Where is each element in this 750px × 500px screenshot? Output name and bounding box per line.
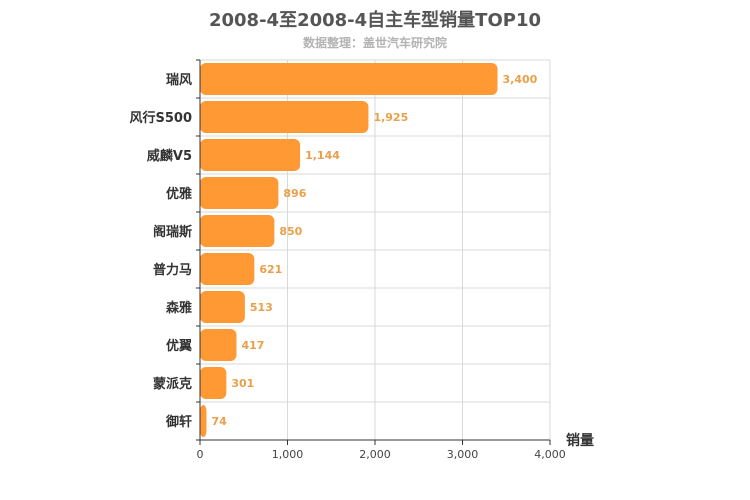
category-label: 风行S500 <box>130 110 193 126</box>
category-label: 蒙派克 <box>153 376 192 392</box>
bar <box>200 177 279 209</box>
category-label: 森雅 <box>166 300 192 316</box>
category-label: 优雅 <box>166 186 192 202</box>
category-label: 优翼 <box>166 338 192 354</box>
bar <box>200 329 237 361</box>
category-label: 御轩 <box>165 414 192 430</box>
value-label: 896 <box>283 187 306 200</box>
x-tick-label: 4,000 <box>534 448 566 461</box>
value-label: 850 <box>279 225 302 238</box>
value-label: 74 <box>211 415 227 428</box>
chart-title: 2008-4至2008-4自主车型销量TOP10 <box>208 10 541 31</box>
value-label: 621 <box>259 263 282 276</box>
grid-lines <box>199 59 551 441</box>
bar <box>200 253 255 285</box>
category-label: 威麟V5 <box>147 148 192 164</box>
bar <box>200 63 498 95</box>
chart-subtitle: 数据整理：盖世汽车研究院 <box>302 36 447 50</box>
labels: 瑞风 3,400 风行S500 1,925 威麟V5 1,144 优雅 896 阁瑞斯 850 普力… <box>130 72 566 461</box>
value-label: 1,925 <box>373 111 408 124</box>
bar <box>200 101 369 133</box>
x-tick-label: 1,000 <box>272 448 304 461</box>
axes <box>196 59 551 445</box>
value-label: 301 <box>231 377 254 390</box>
bar <box>200 405 207 437</box>
value-label: 417 <box>241 339 264 352</box>
bars <box>200 63 498 437</box>
x-tick-label: 0 <box>197 448 204 461</box>
bar <box>200 367 227 399</box>
value-label: 1,144 <box>305 149 340 162</box>
value-label: 3,400 <box>503 73 538 86</box>
bar <box>200 139 301 171</box>
category-label: 瑞风 <box>166 72 192 88</box>
category-label: 普力马 <box>153 262 192 278</box>
x-tick-label: 3,000 <box>447 448 479 461</box>
bar <box>200 215 275 247</box>
x-axis-title: 销量 <box>566 432 594 449</box>
category-label: 阁瑞斯 <box>153 224 192 240</box>
value-label: 513 <box>250 301 273 314</box>
x-tick-label: 2,000 <box>359 448 391 461</box>
bar <box>200 291 245 323</box>
